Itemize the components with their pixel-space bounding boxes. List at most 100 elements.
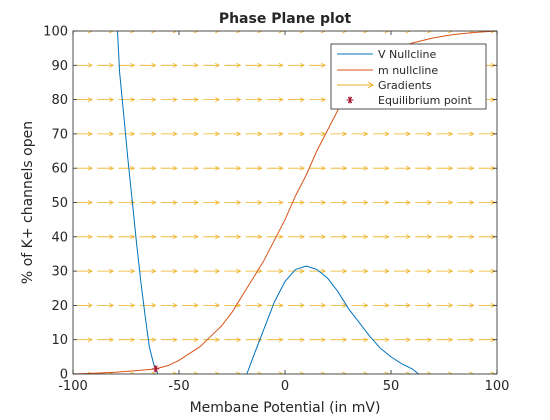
y-axis-label: % of K+ channels open xyxy=(20,121,36,284)
gradient-arrow-head xyxy=(193,97,199,102)
gradient-arrow-head xyxy=(236,303,242,308)
gradient-arrow-head xyxy=(87,165,93,171)
gradient-arrow-head xyxy=(151,234,157,240)
gradient-arrow-head xyxy=(342,165,348,171)
gradient-arrow-head xyxy=(257,97,263,102)
gradient-arrow-head xyxy=(109,337,115,343)
gradient-arrow-head xyxy=(130,62,136,68)
gradient-arrow-head xyxy=(257,62,263,68)
gradient-arrow-head xyxy=(215,337,221,343)
gradient-arrow-head xyxy=(151,165,157,171)
gradient-arrow-head xyxy=(363,200,369,205)
gradient-arrow-head xyxy=(87,62,93,68)
gradient-arrow-head xyxy=(299,337,305,343)
gradient-arrow-head xyxy=(257,131,263,137)
gradient-arrow-head xyxy=(193,268,199,274)
gradient-arrow-head xyxy=(469,165,475,171)
gradient-arrow-head xyxy=(257,371,263,374)
x-tick-label: -100 xyxy=(58,379,88,394)
gradient-arrow-head xyxy=(130,31,136,34)
gradient-arrow-head xyxy=(109,62,115,68)
gradient-arrow-head xyxy=(427,31,433,34)
gradient-arrow-head xyxy=(278,371,284,374)
gradient-arrow-head xyxy=(278,165,284,171)
gradient-arrow-head xyxy=(278,31,284,34)
y-tick-label: 0 xyxy=(60,368,68,383)
gradient-arrow-head xyxy=(257,31,263,34)
gradient-arrow-head xyxy=(236,268,242,274)
gradient-arrow-head xyxy=(87,31,93,34)
gradient-arrow-head xyxy=(278,234,284,240)
gradient-arrow-head xyxy=(109,268,115,274)
gradient-arrow-head xyxy=(215,62,221,68)
gradient-arrow-head xyxy=(172,31,178,34)
gradient-arrow-head xyxy=(87,131,93,137)
gradient-arrow-head xyxy=(215,131,221,137)
gradient-arrow-head xyxy=(363,371,369,374)
gradient-arrow-head xyxy=(448,303,454,308)
gradient-arrow-head xyxy=(469,200,475,205)
gradient-arrow-head xyxy=(130,234,136,240)
gradient-arrow-head xyxy=(215,371,221,374)
gradient-arrow-head xyxy=(109,131,115,137)
gradient-arrow-head xyxy=(278,200,284,205)
gradient-arrow-head xyxy=(321,337,327,343)
gradient-arrow-head xyxy=(193,165,199,171)
gradient-arrow-head xyxy=(130,337,136,343)
gradient-arrow-head xyxy=(342,337,348,343)
gradient-arrow-head xyxy=(87,234,93,240)
gradient-arrow-head xyxy=(193,303,199,308)
gradient-arrow-head xyxy=(130,131,136,137)
gradient-arrow-head xyxy=(469,234,475,240)
y-tick-label: 20 xyxy=(51,299,68,314)
gradient-arrow-head xyxy=(321,200,327,205)
gradient-arrow-head xyxy=(172,371,178,374)
gradient-arrow-head xyxy=(448,131,454,137)
y-tick-label: 80 xyxy=(51,93,68,108)
gradient-arrow-head xyxy=(363,131,369,137)
gradient-arrow-head xyxy=(299,31,305,34)
gradient-arrow-head xyxy=(87,337,93,343)
gradient-arrow-head xyxy=(299,165,305,171)
gradient-arrow-head xyxy=(363,303,369,308)
gradient-arrow-head xyxy=(469,303,475,308)
gradient-arrow-head xyxy=(236,200,242,205)
gradient-arrow-head xyxy=(448,165,454,171)
gradient-arrow-head xyxy=(193,200,199,205)
gradient-arrow-head xyxy=(427,200,433,205)
gradient-arrow-head xyxy=(321,234,327,240)
gradient-arrow-head xyxy=(384,371,390,374)
gradient-arrow-head xyxy=(172,303,178,308)
gradient-arrow-head xyxy=(342,200,348,205)
gradient-arrow-head xyxy=(151,200,157,205)
gradient-arrow-head xyxy=(172,234,178,240)
gradient-arrow-head xyxy=(87,97,93,102)
gradient-arrow-head xyxy=(87,200,93,205)
gradient-arrow-head xyxy=(469,31,475,34)
gradient-arrow-head xyxy=(405,268,411,274)
legend-label: Equilibrium point xyxy=(378,94,473,107)
gradient-arrow-head xyxy=(172,200,178,205)
gradient-arrow-head xyxy=(384,200,390,205)
gradient-arrow-head xyxy=(130,303,136,308)
gradient-arrow-head xyxy=(130,200,136,205)
gradient-arrow-head xyxy=(448,337,454,343)
gradient-arrow-head xyxy=(469,371,475,374)
gradient-arrow-head xyxy=(172,268,178,274)
legend: V Nullcline m nullcline Gradients Equilibri… xyxy=(330,43,487,110)
gradient-arrow-head xyxy=(427,303,433,308)
gradient-arrow-head xyxy=(151,31,157,34)
gradient-arrow-head xyxy=(299,303,305,308)
equilibrium-point xyxy=(152,365,160,373)
legend-label: Gradients xyxy=(378,79,432,92)
y-tick-label: 10 xyxy=(51,333,68,348)
gradient-arrow-head xyxy=(342,371,348,374)
x-axis-label: Membane Potential (in mV) xyxy=(190,400,381,416)
gradient-arrow-head xyxy=(109,31,115,34)
gradient-arrow-head xyxy=(363,337,369,343)
v-nullcline-line xyxy=(246,265,419,374)
gradient-arrow-head xyxy=(236,31,242,34)
gradient-arrow-head xyxy=(321,97,327,102)
gradient-arrow-head xyxy=(151,371,157,374)
gradient-arrow-head xyxy=(469,268,475,274)
